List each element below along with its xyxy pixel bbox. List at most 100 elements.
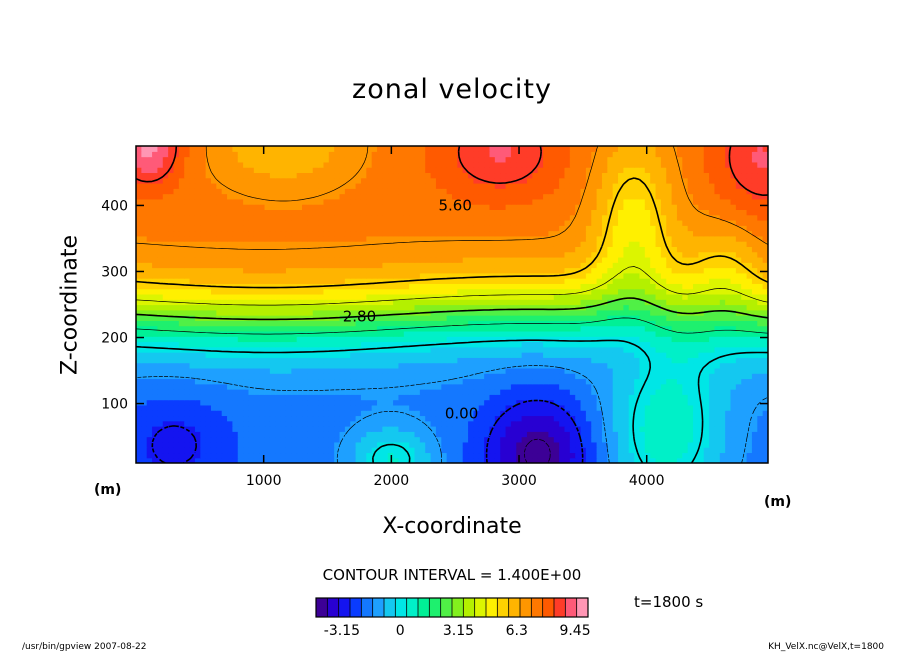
field-cell <box>548 256 555 263</box>
field-cell <box>596 404 603 411</box>
field-cell <box>676 352 683 358</box>
field-cell <box>537 256 544 263</box>
field-cell <box>516 404 523 411</box>
field-cell <box>178 452 185 459</box>
field-cell <box>526 288 533 295</box>
field-cell <box>452 256 458 263</box>
field-cell <box>751 357 758 364</box>
field-cell <box>478 457 485 463</box>
field-cell <box>703 278 710 284</box>
field-cell <box>484 325 491 332</box>
field-cell <box>644 441 651 448</box>
field-cell <box>709 293 716 300</box>
field-cell <box>548 426 555 432</box>
field-cell <box>468 389 475 395</box>
field-cell <box>178 278 185 284</box>
field-cell <box>709 346 716 353</box>
field-cell <box>596 426 603 432</box>
field-cell <box>762 283 768 290</box>
field-cell <box>328 272 335 279</box>
field-cell <box>393 457 400 463</box>
field-cell <box>323 441 330 448</box>
field-cell <box>489 251 496 258</box>
field-cell <box>751 262 758 269</box>
field-cell <box>307 415 314 422</box>
field-cell <box>484 352 491 358</box>
field-cell <box>232 452 239 459</box>
field-cell <box>730 325 737 332</box>
field-cell <box>676 336 683 343</box>
field-cell <box>232 325 239 332</box>
field-cell <box>468 431 475 438</box>
field-cell <box>569 262 576 269</box>
field-cell <box>607 241 614 247</box>
field-cell <box>280 404 287 411</box>
field-cell <box>618 420 624 427</box>
field-cell <box>414 378 421 385</box>
field-cell <box>382 420 389 427</box>
field-cell <box>344 246 351 253</box>
field-cell <box>173 241 180 247</box>
field-cell <box>296 336 303 343</box>
field-cell <box>510 431 517 438</box>
field-cell <box>751 251 758 258</box>
field-cell <box>344 325 351 332</box>
field-cell <box>452 367 458 374</box>
field-cell <box>553 415 560 422</box>
field-cell <box>350 325 357 332</box>
field-cell <box>328 367 335 374</box>
field-cell <box>607 373 614 380</box>
field-cell <box>516 389 523 395</box>
field-cell <box>650 272 657 279</box>
field-cell <box>157 320 164 327</box>
field-cell <box>516 262 523 269</box>
field-cell <box>291 383 298 390</box>
field-cell <box>452 410 458 417</box>
field-cell <box>575 431 582 438</box>
field-cell <box>500 330 507 337</box>
field-cell <box>344 320 351 327</box>
field-cell <box>253 241 260 247</box>
field-cell <box>473 367 480 374</box>
field-cell <box>205 399 212 406</box>
field-cell <box>725 378 732 385</box>
field-cell <box>328 278 335 284</box>
field-cell <box>334 378 341 385</box>
field-cell <box>302 420 308 427</box>
field-cell <box>232 367 239 374</box>
field-cell <box>489 452 496 459</box>
field-cell <box>339 330 346 337</box>
field-cell <box>548 283 555 290</box>
field-cell <box>548 441 555 448</box>
field-cell <box>730 241 737 247</box>
field-cell <box>687 420 694 427</box>
field-cell <box>628 389 635 395</box>
field-cell <box>526 352 533 358</box>
field-cell <box>141 272 148 279</box>
field-cell <box>607 357 614 364</box>
field-cell <box>666 352 673 358</box>
field-cell <box>355 441 362 448</box>
field-cell <box>221 320 228 327</box>
field-cell <box>462 251 469 258</box>
field-cell <box>623 283 630 290</box>
field-cell <box>601 362 608 369</box>
field-cell <box>532 241 539 247</box>
field-cell <box>382 389 389 395</box>
field-cell <box>350 362 357 369</box>
field-cell <box>200 452 207 459</box>
field-cell <box>762 256 768 263</box>
field-cell <box>703 357 710 364</box>
field-cell <box>473 399 480 406</box>
field-cell <box>521 426 528 432</box>
field-cell <box>264 304 271 311</box>
field-cell <box>344 288 351 295</box>
field-cell <box>585 367 592 374</box>
field-cell <box>157 346 164 353</box>
field-cell <box>484 362 491 369</box>
field-cell <box>468 362 475 369</box>
field-cell <box>350 309 357 316</box>
field-cell <box>393 341 400 348</box>
field-cell <box>607 352 614 358</box>
field-cell <box>746 362 753 369</box>
